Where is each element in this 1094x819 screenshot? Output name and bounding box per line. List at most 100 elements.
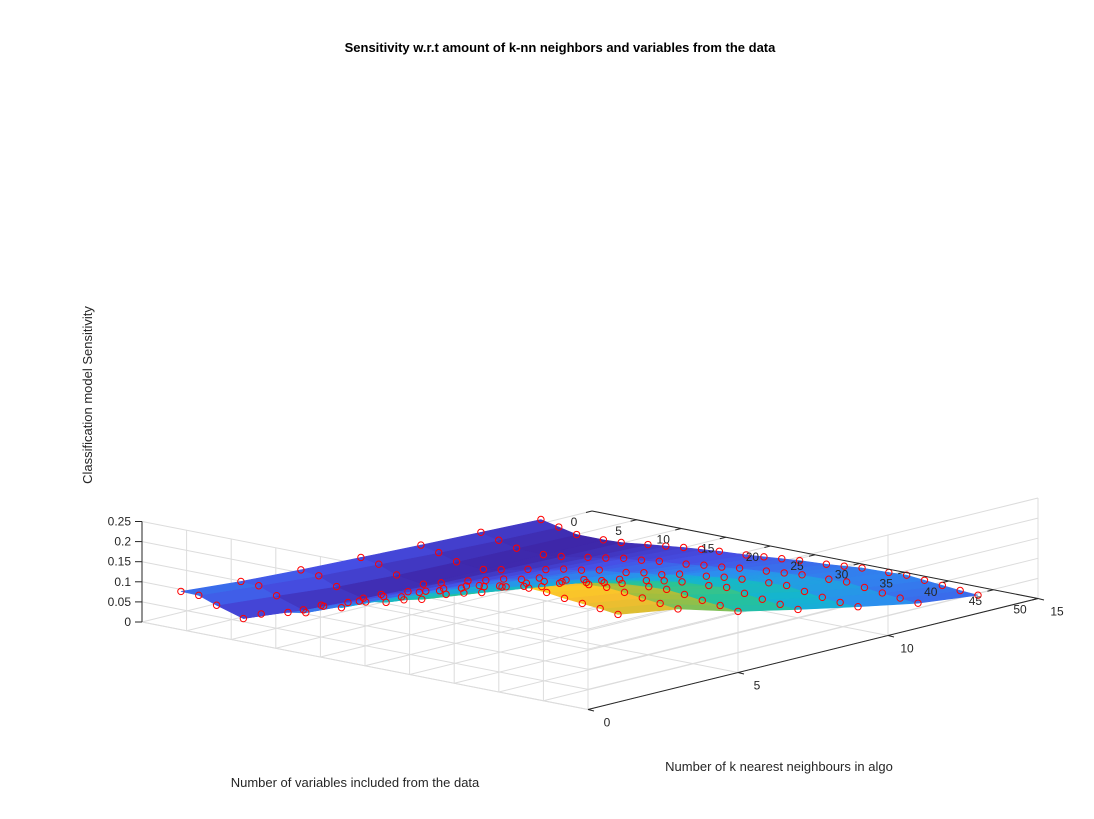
data-point: [495, 536, 503, 544]
grid-line: [587, 557, 1039, 670]
x-tick-mark: [853, 563, 860, 566]
data-point: [337, 603, 346, 612]
data-point: [435, 587, 444, 595]
data-point: [782, 581, 791, 590]
data-point: [562, 576, 570, 584]
data-point: [682, 560, 690, 568]
data-point: [317, 601, 325, 609]
x-tick-mark: [942, 580, 949, 583]
data-point: [502, 583, 510, 591]
data-point: [585, 580, 593, 589]
data-point: [475, 581, 484, 590]
y-axis-label: Number of k nearest neighbours in algo: [665, 759, 893, 774]
data-point: [542, 565, 550, 574]
data-point: [598, 576, 606, 585]
data-point: [715, 547, 724, 555]
data-point: [800, 587, 809, 596]
x-tick-mark: [585, 510, 593, 513]
data-point: [419, 580, 428, 588]
data-point: [858, 564, 866, 572]
data-point: [272, 591, 281, 600]
grid-line: [141, 601, 589, 690]
data-point: [344, 598, 352, 607]
data-point: [705, 581, 713, 590]
data-point: [535, 574, 544, 582]
data-point: [377, 590, 385, 599]
x-tick-label: 45: [969, 594, 983, 608]
data-point: [452, 558, 461, 566]
data-point: [482, 576, 490, 585]
data-point: [778, 555, 786, 563]
z-tick-label: 0.1: [114, 575, 131, 589]
data-point: [675, 570, 684, 578]
data-point: [315, 572, 323, 580]
data-point: [914, 599, 922, 607]
data-point: [860, 583, 869, 592]
x-tick-mark: [675, 528, 682, 531]
data-point: [499, 575, 508, 583]
data-point: [539, 550, 548, 559]
data-point: [418, 595, 426, 603]
data-point: [332, 582, 341, 591]
data-point: [299, 606, 308, 614]
x-tick-label: 25: [790, 559, 804, 573]
data-point: [297, 566, 305, 574]
data-point: [776, 600, 784, 609]
data-point: [720, 573, 728, 581]
data-point: [462, 582, 471, 590]
data-point: [679, 543, 688, 552]
data-point: [740, 589, 749, 598]
data-point: [559, 565, 568, 573]
data-point: [697, 545, 706, 554]
data-point: [702, 572, 711, 580]
data-point: [680, 590, 689, 599]
data-point: [457, 584, 466, 592]
data-point: [477, 528, 485, 536]
x-axis-label: Number of variables included from the da…: [231, 775, 480, 790]
data-point: [655, 557, 664, 565]
data-point: [640, 569, 648, 577]
data-point: [464, 577, 472, 585]
data-point: [422, 587, 430, 595]
data-point: [602, 554, 610, 562]
data-point: [734, 607, 742, 616]
data-point: [392, 571, 401, 579]
data-point: [722, 583, 731, 592]
data-point: [497, 565, 505, 574]
data-point: [658, 570, 666, 579]
data-point: [239, 614, 248, 623]
x-tick-mark: [719, 536, 726, 540]
data-point: [517, 575, 526, 584]
data-point: [255, 582, 263, 590]
data-point: [920, 576, 929, 584]
y-tick-mark: [887, 635, 895, 638]
data-point: [854, 603, 862, 611]
data-point: [614, 610, 622, 619]
x-tick-mark: [1031, 598, 1039, 601]
data-point: [662, 585, 671, 594]
tick-layer: 0 5 10 15 20 25 30 35 40 45 50 0 5 10 15 0 0.05 0.1 0.15 0.…: [108, 510, 1064, 730]
data-point: [375, 560, 383, 568]
data-point: [359, 594, 368, 602]
data-point: [602, 583, 611, 591]
data-point: [780, 569, 788, 577]
data-point: [257, 610, 265, 618]
data-point: [818, 593, 827, 602]
x-tick-label: 0: [571, 515, 578, 529]
data-point: [878, 589, 887, 597]
data-point: [617, 538, 625, 547]
y-tick-mark: [1037, 598, 1045, 601]
data-point: [762, 567, 771, 575]
data-point: [435, 548, 443, 557]
data-point: [417, 541, 425, 549]
z-tick-label: 0.15: [108, 555, 132, 569]
z-tick-label: 0: [124, 615, 131, 629]
x-tick-label: 20: [746, 550, 760, 564]
data-point: [195, 591, 203, 600]
data-point: [742, 551, 750, 559]
y-tick-label: 15: [1050, 605, 1064, 619]
y-tick-mark: [587, 709, 595, 712]
z-tick-label: 0.2: [114, 535, 131, 549]
data-point: [662, 542, 670, 550]
